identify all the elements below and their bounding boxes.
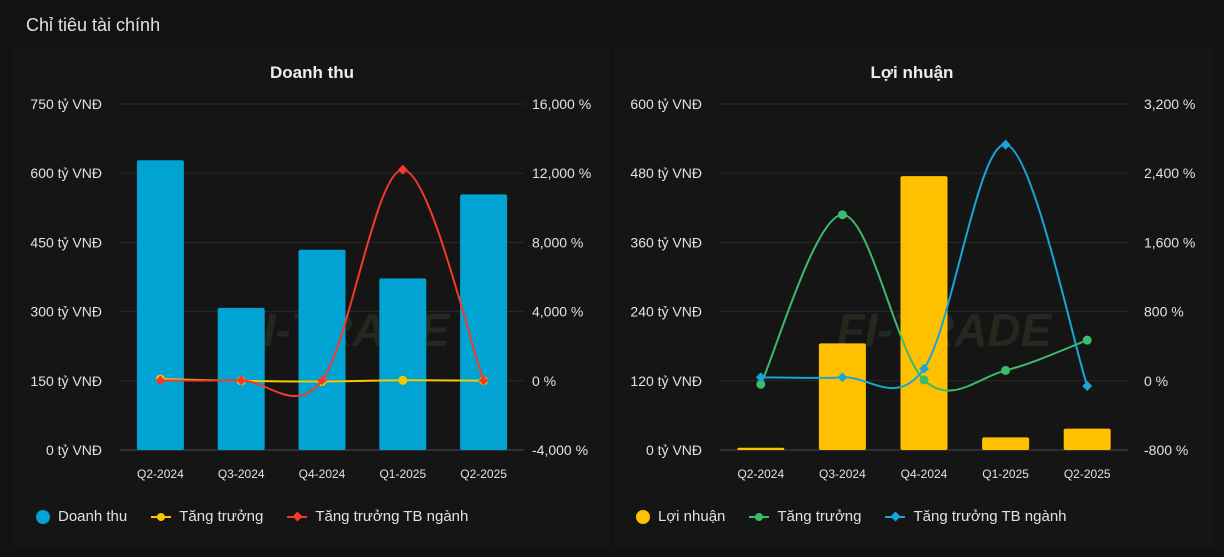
legend-profit-growth-label: Tăng trưởng xyxy=(777,508,862,525)
y-right-tick-label: 16,000 % xyxy=(532,96,591,112)
page-title: Chỉ tiêu tài chính xyxy=(26,15,161,35)
series-point xyxy=(478,375,489,386)
y-right-tick-label: 0 % xyxy=(1144,373,1168,389)
legend-revenue-bars[interactable]: Doanh thu xyxy=(36,508,127,525)
bar xyxy=(737,447,785,450)
y-right-tick-label: 0 % xyxy=(532,373,556,389)
legend-profit-growth[interactable]: Tăng trưởng xyxy=(749,508,861,525)
series-point xyxy=(155,375,166,386)
x-tick-label: Q3-2024 xyxy=(819,467,866,481)
y-left-tick-label: 240 tỷ VNĐ xyxy=(630,304,702,320)
x-tick-label: Q2-2024 xyxy=(137,467,184,481)
series-point xyxy=(919,363,929,374)
y-right-tick-label: 2,400 % xyxy=(1144,165,1195,181)
y-right-tick-label: -4,000 % xyxy=(532,442,588,458)
bar xyxy=(1063,428,1111,450)
series-point xyxy=(756,379,766,389)
chart-title: Doanh thu xyxy=(270,63,354,82)
chart-title: Lợi nhuận xyxy=(871,63,954,82)
legend-growth-swatch xyxy=(151,512,172,521)
series-point xyxy=(317,375,327,386)
bar xyxy=(298,249,346,450)
legend-profit-industry-label: Tăng trưởng TB ngành xyxy=(913,508,1067,525)
series-point xyxy=(1001,365,1011,375)
x-tick-label: Q2-2025 xyxy=(1064,467,1111,481)
series-point xyxy=(236,375,247,386)
x-tick-label: Q2-2025 xyxy=(460,467,507,481)
bar xyxy=(818,343,866,450)
y-left-tick-label: 0 tỷ VNĐ xyxy=(46,442,102,458)
y-left-tick-label: 0 tỷ VNĐ xyxy=(646,442,702,458)
y-left-tick-label: 600 tỷ VNĐ xyxy=(630,96,702,112)
series-point xyxy=(919,375,929,385)
legend-profit-label: Lợi nhuận xyxy=(658,508,726,525)
y-right-tick-label: -800 % xyxy=(1144,442,1188,458)
x-tick-label: Q2-2024 xyxy=(737,467,784,481)
y-left-tick-label: 150 tỷ VNĐ xyxy=(30,373,102,389)
legend-profit-industry[interactable]: Tăng trưởng TB ngành xyxy=(885,508,1067,525)
legend-industry-swatch xyxy=(287,515,308,518)
legend-profit-growth-swatch xyxy=(749,512,770,521)
y-left-tick-label: 750 tỷ VNĐ xyxy=(30,96,102,112)
revenue-legend: Doanh thu Tăng trưởng Tăng trưởng TB ngà… xyxy=(36,508,468,525)
series-point xyxy=(837,210,847,220)
y-left-tick-label: 480 tỷ VNĐ xyxy=(630,165,702,181)
y-left-tick-label: 600 tỷ VNĐ xyxy=(30,165,102,181)
bar xyxy=(136,160,184,451)
legend-revenue-label: Doanh thu xyxy=(58,508,128,525)
legend-revenue-swatch xyxy=(36,509,50,524)
y-right-tick-label: 1,600 % xyxy=(1144,234,1195,250)
legend-profit-swatch xyxy=(636,509,650,524)
bar xyxy=(379,278,427,450)
profit-legend: Lợi nhuận Tăng trưởng Tăng trưởng TB ngà… xyxy=(636,508,1067,525)
legend-industry-label: Tăng trưởng TB ngành xyxy=(315,508,469,525)
series-point xyxy=(1082,381,1093,391)
legend-growth-label: Tăng trưởng xyxy=(179,508,264,525)
y-right-tick-label: 8,000 % xyxy=(532,234,583,250)
y-left-tick-label: 450 tỷ VNĐ xyxy=(30,234,102,250)
y-right-tick-label: 800 % xyxy=(1144,304,1184,320)
y-right-tick-label: 12,000 % xyxy=(532,165,591,181)
y-right-tick-label: 3,200 % xyxy=(1144,96,1195,112)
y-left-tick-label: 360 tỷ VNĐ xyxy=(630,234,702,250)
x-tick-label: Q1-2025 xyxy=(379,467,426,481)
x-tick-label: Q4-2024 xyxy=(901,467,948,481)
legend-revenue-industry[interactable]: Tăng trưởng TB ngành xyxy=(287,508,468,525)
legend-profit-industry-swatch xyxy=(885,515,906,518)
legend-profit-bars[interactable]: Lợi nhuận xyxy=(636,508,725,525)
series-point xyxy=(1082,335,1092,345)
y-right-tick-label: 4,000 % xyxy=(532,304,583,320)
x-tick-label: Q3-2024 xyxy=(218,467,265,481)
x-tick-label: Q1-2025 xyxy=(982,467,1029,481)
y-left-tick-label: 300 tỷ VNĐ xyxy=(30,304,102,320)
bar xyxy=(982,437,1030,450)
y-left-tick-label: 120 tỷ VNĐ xyxy=(630,373,702,389)
bar xyxy=(900,176,948,451)
series-point xyxy=(398,375,408,385)
legend-revenue-growth[interactable]: Tăng trưởng xyxy=(151,508,263,525)
series-line xyxy=(759,213,1088,392)
bar xyxy=(460,194,508,450)
series-point xyxy=(1000,139,1011,150)
x-tick-label: Q4-2024 xyxy=(299,467,346,481)
